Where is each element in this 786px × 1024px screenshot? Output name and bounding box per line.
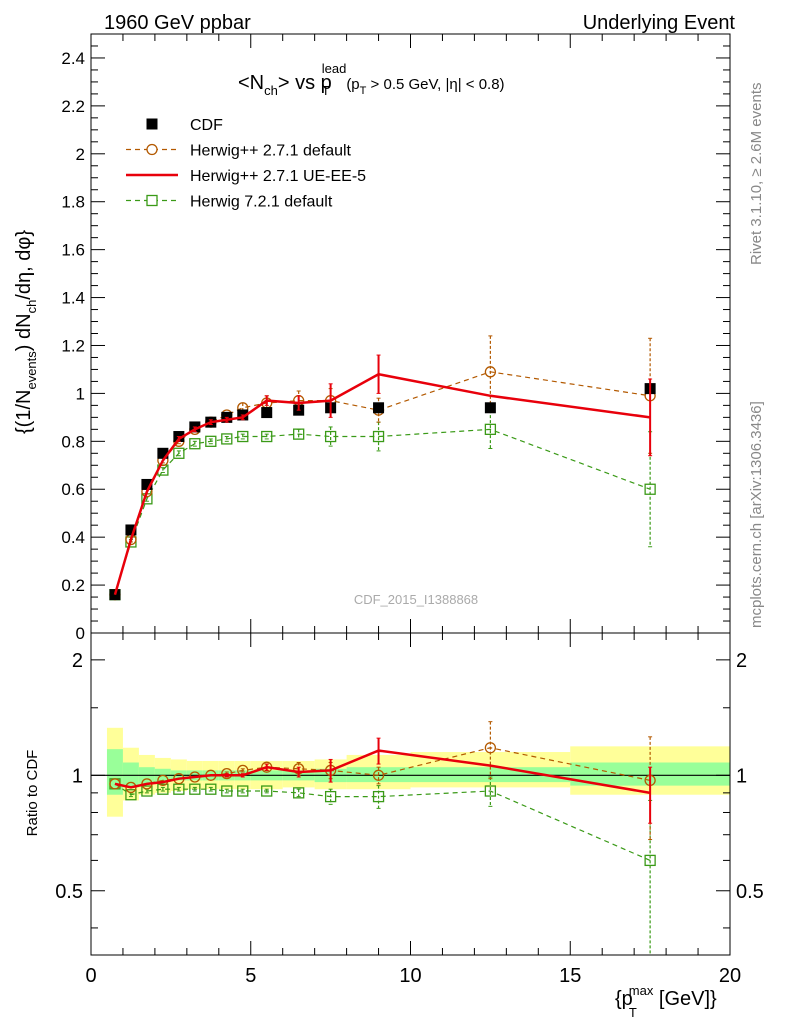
main-herwig-7-2-1-default-point bbox=[372, 430, 385, 443]
y-tick-label: 0.4 bbox=[61, 528, 85, 547]
main-cdf-point bbox=[157, 447, 169, 459]
main-cdf-point bbox=[373, 402, 385, 414]
y-axis-label: {(1/Nevents) dNch/dη, dφ} bbox=[13, 230, 39, 434]
main-herwig-7-2-1-default-point bbox=[293, 428, 305, 440]
ratio-herwig-7-2-1-default-point bbox=[324, 790, 337, 803]
y-tick-label: 2.4 bbox=[61, 49, 85, 68]
ratio-herwig-7-2-1-default-point bbox=[644, 854, 656, 867]
ratio-plot-frame bbox=[90, 632, 731, 956]
y-tick-label: 1 bbox=[76, 384, 85, 403]
main-herwig-7-2-1-default-point bbox=[261, 430, 273, 443]
y-tick-label: 0.6 bbox=[61, 480, 85, 499]
main-herwig-7-2-1-default-point bbox=[173, 447, 185, 459]
ratio-herwig-7-2-1-default-point bbox=[484, 785, 497, 797]
ratio-y-tick-label: 0.5 bbox=[55, 881, 83, 903]
main-herwig-7-2-1-default-point bbox=[221, 433, 233, 445]
legend-marker-herwig-7-2-1-default bbox=[146, 194, 158, 207]
y-tick-label: 1.4 bbox=[61, 289, 85, 308]
watermark: CDF_2015_I1388868 bbox=[354, 592, 478, 607]
uncertainty-band-inner bbox=[106, 749, 123, 795]
legend: CDF Herwig++ 2.7.1 default Herwig++ 2.7.1 … bbox=[126, 117, 366, 211]
x-tick-label: 0 bbox=[85, 965, 96, 987]
y-tick-label: 0.8 bbox=[61, 432, 85, 451]
ratio-herwig-2-7-1-default-point bbox=[221, 768, 233, 780]
legend-marker-cdf bbox=[146, 118, 158, 130]
ratio-herwig-7-2-1-default-point bbox=[205, 783, 217, 795]
ratio-herwig-7-2-1-default-point bbox=[189, 783, 201, 795]
x-tick-label: 15 bbox=[559, 965, 581, 987]
main-herwig-7-2-1-default-point bbox=[237, 430, 249, 443]
ratio-y-tick-label-right: 1 bbox=[736, 765, 747, 787]
main-plot-frame bbox=[90, 33, 731, 634]
ratio-herwig-7-2-1-default-point bbox=[221, 785, 233, 797]
ratio-y-tick-label-right: 0.5 bbox=[736, 881, 764, 903]
x-tick-label: 10 bbox=[399, 965, 421, 987]
main-herwig-7-2-1-default-point bbox=[205, 435, 217, 447]
ratio-y-axis-label: Ratio to CDF bbox=[24, 750, 41, 837]
legend-label-herwig-2-7-1-default: Herwig++ 2.7.1 default bbox=[190, 143, 352, 160]
y-tick-label: 1.6 bbox=[61, 241, 85, 260]
y-tick-label: 0 bbox=[76, 624, 85, 643]
main-plot-panel: 0 0.2 0.4 0.6 0.8 1 1.2 1.4 1.6 1.8 2 2.2 2.4 bbox=[61, 33, 731, 643]
main-cdf-point bbox=[261, 407, 273, 419]
y-tick-label: 2 bbox=[76, 145, 85, 164]
ratio-y-tick-label-right: 2 bbox=[736, 650, 747, 672]
ratio-herwig-7-2-1-default-point bbox=[293, 787, 305, 799]
ratio-y-tick-label: 2 bbox=[72, 650, 83, 672]
main-cdf-point bbox=[141, 478, 153, 490]
header-right: Underlying Event bbox=[583, 12, 736, 34]
ratio-herwig-7-2-1-default-point bbox=[237, 785, 249, 797]
legend-marker-herwig-2-7-1-default bbox=[146, 143, 158, 156]
y-tick-label: 2.2 bbox=[61, 97, 85, 116]
ratio-herwig-7-2-1-default-point bbox=[141, 785, 153, 797]
legend-label-herwig-2-7-1-ue-ee-5: Herwig++ 2.7.1 UE-EE-5 bbox=[190, 168, 366, 185]
header-left: 1960 GeV ppbar bbox=[104, 12, 251, 34]
main-herwig-7-2-1-default-point bbox=[484, 423, 497, 435]
y-tick-label: 1.8 bbox=[61, 193, 85, 212]
main-cdf-point bbox=[125, 524, 137, 536]
legend-label-herwig-7-2-1-default: Herwig 7.2.1 default bbox=[190, 194, 333, 211]
x-tick-label: 20 bbox=[719, 965, 741, 987]
ratio-y-tick-label: 1 bbox=[72, 765, 83, 787]
rivet-label: Rivet 3.1.10, ≥ 2.6M events bbox=[748, 83, 765, 266]
main-herwig-7-2-1-default-line bbox=[114, 428, 651, 595]
main-cdf-point bbox=[484, 402, 496, 414]
main-herwig-7-2-1-default-point bbox=[189, 438, 201, 450]
x-tick-label: 5 bbox=[245, 965, 256, 987]
ratio-herwig-2-7-1-default-point bbox=[372, 769, 385, 781]
legend-label-cdf: CDF bbox=[190, 117, 223, 134]
ratio-herwig-7-2-1-default-point bbox=[261, 785, 273, 797]
ratio-plot-panel: 0.5 0.51 12 20 5 10 15 20 bbox=[55, 633, 764, 987]
x-axis-label: {p Tmax [GeV]} bbox=[615, 983, 717, 1020]
ratio-herwig-7-2-1-default-point bbox=[372, 790, 385, 803]
ratio-herwig-7-2-1-default-line bbox=[114, 783, 651, 861]
plot-title: <Nch> vs pTlead(pT > 0.5 GeV, |η| < 0.8) bbox=[238, 61, 505, 98]
main-herwig-2-7-1-default-point bbox=[484, 366, 497, 378]
ratio-herwig-7-2-1-default-point bbox=[157, 783, 169, 795]
main-herwig-7-2-1-default-point bbox=[644, 483, 656, 495]
y-tick-label: 1.2 bbox=[61, 336, 85, 355]
ratio-herwig-7-2-1-default-point bbox=[125, 789, 137, 801]
main-herwig-7-2-1-default-point bbox=[324, 430, 337, 443]
y-tick-label: 0.2 bbox=[61, 576, 85, 595]
mcplots-label: mcplots.cern.ch [arXiv:1306.3436] bbox=[748, 401, 765, 628]
ratio-herwig-2-7-1-default-point bbox=[484, 742, 497, 754]
